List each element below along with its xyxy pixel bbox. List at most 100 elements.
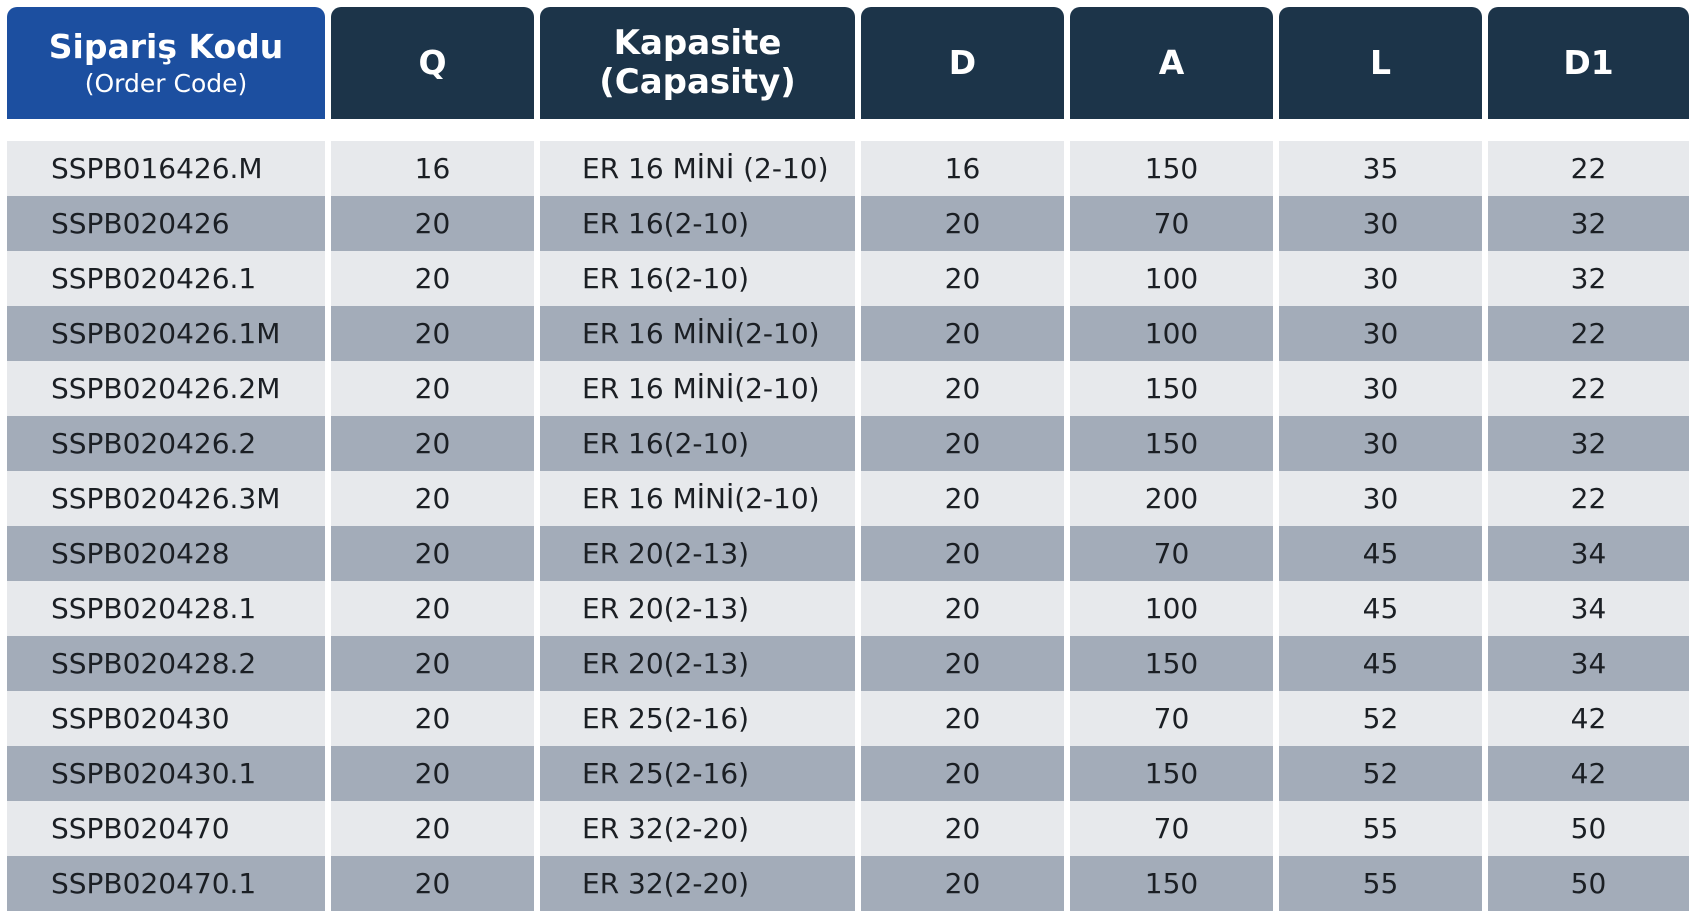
header-q: Q	[331, 7, 534, 119]
cell-d: 20	[861, 746, 1064, 801]
cell-code: SSPB020426.2	[7, 416, 325, 471]
cell-l: 30	[1279, 306, 1482, 361]
cell-a: 150	[1070, 416, 1273, 471]
cell-q: 20	[331, 746, 534, 801]
header-d-label: D	[948, 43, 977, 83]
cell-l: 30	[1279, 416, 1482, 471]
table-row: SSPB020426.2 20 ER 16(2-10) 20 150 30 32	[0, 416, 1695, 471]
cell-d1: 42	[1488, 746, 1689, 801]
cell-code: SSPB016426.M	[7, 141, 325, 196]
cell-d: 20	[861, 801, 1064, 856]
cell-kap: ER 25(2-16)	[540, 691, 855, 746]
cell-a: 70	[1070, 526, 1273, 581]
header-capacity: Kapasite (Capasity)	[540, 7, 855, 119]
table-row: SSPB016426.M 16 ER 16 MİNİ (2-10) 16 150 35 22	[0, 141, 1695, 196]
header-capacity-line2: (Capasity)	[599, 62, 796, 102]
cell-d1: 34	[1488, 636, 1689, 691]
cell-code: SSPB020428.1	[7, 581, 325, 636]
cell-q: 20	[331, 471, 534, 526]
cell-d: 20	[861, 196, 1064, 251]
cell-l: 30	[1279, 471, 1482, 526]
cell-a: 70	[1070, 196, 1273, 251]
cell-a: 150	[1070, 856, 1273, 911]
cell-a: 70	[1070, 801, 1273, 856]
cell-q: 20	[331, 416, 534, 471]
cell-a: 150	[1070, 746, 1273, 801]
cell-kap: ER 32(2-20)	[540, 801, 855, 856]
table-row: SSPB020426.3M 20 ER 16 MİNİ(2-10) 20 200 30 22	[0, 471, 1695, 526]
cell-q: 20	[331, 196, 534, 251]
header-d: D	[861, 7, 1064, 119]
table-row: SSPB020426.1 20 ER 16(2-10) 20 100 30 32	[0, 251, 1695, 306]
cell-d1: 22	[1488, 306, 1689, 361]
header-d1: D1	[1488, 7, 1689, 119]
cell-kap: ER 20(2-13)	[540, 581, 855, 636]
cell-q: 20	[331, 581, 534, 636]
table-row: SSPB020428.1 20 ER 20(2-13) 20 100 45 34	[0, 581, 1695, 636]
table-row: SSPB020426.1M 20 ER 16 MİNİ(2-10) 20 100 30 22	[0, 306, 1695, 361]
cell-l: 52	[1279, 691, 1482, 746]
cell-d1: 34	[1488, 581, 1689, 636]
cell-kap: ER 16 MİNİ(2-10)	[540, 361, 855, 416]
cell-q: 20	[331, 856, 534, 911]
cell-l: 45	[1279, 636, 1482, 691]
cell-l: 30	[1279, 361, 1482, 416]
cell-d1: 50	[1488, 856, 1689, 911]
cell-code: SSPB020426.3M	[7, 471, 325, 526]
header-order-code: Sipariş Kodu (Order Code)	[7, 7, 325, 119]
cell-kap: ER 16 MİNİ (2-10)	[540, 141, 855, 196]
cell-a: 100	[1070, 581, 1273, 636]
cell-q: 20	[331, 636, 534, 691]
cell-l: 55	[1279, 801, 1482, 856]
header-l-label: L	[1369, 43, 1392, 83]
cell-d: 20	[861, 361, 1064, 416]
cell-a: 100	[1070, 306, 1273, 361]
header-a: A	[1070, 7, 1273, 119]
cell-l: 55	[1279, 856, 1482, 911]
cell-d: 20	[861, 526, 1064, 581]
cell-a: 100	[1070, 251, 1273, 306]
cell-d: 20	[861, 636, 1064, 691]
table-row: SSPB020470.1 20 ER 32(2-20) 20 150 55 50	[0, 856, 1695, 911]
cell-d1: 32	[1488, 251, 1689, 306]
cell-d: 20	[861, 691, 1064, 746]
cell-q: 20	[331, 251, 534, 306]
cell-l: 30	[1279, 251, 1482, 306]
cell-code: SSPB020470	[7, 801, 325, 856]
cell-kap: ER 25(2-16)	[540, 746, 855, 801]
cell-a: 150	[1070, 361, 1273, 416]
cell-d1: 50	[1488, 801, 1689, 856]
header-order-code-title: Sipariş Kodu	[48, 26, 284, 66]
cell-d: 20	[861, 416, 1064, 471]
cell-kap: ER 16 MİNİ(2-10)	[540, 306, 855, 361]
cell-d: 16	[861, 141, 1064, 196]
table-row: SSPB020470 20 ER 32(2-20) 20 70 55 50	[0, 801, 1695, 856]
cell-d1: 22	[1488, 471, 1689, 526]
cell-l: 30	[1279, 196, 1482, 251]
cell-code: SSPB020428.2	[7, 636, 325, 691]
table-row: SSPB020428.2 20 ER 20(2-13) 20 150 45 34	[0, 636, 1695, 691]
cell-q: 20	[331, 361, 534, 416]
cell-code: SSPB020426.2M	[7, 361, 325, 416]
header-l: L	[1279, 7, 1482, 119]
cell-a: 150	[1070, 141, 1273, 196]
cell-kap: ER 16(2-10)	[540, 416, 855, 471]
cell-kap: ER 20(2-13)	[540, 636, 855, 691]
header-capacity-line1: Kapasite	[613, 22, 782, 63]
cell-d1: 22	[1488, 141, 1689, 196]
cell-code: SSPB020426	[7, 196, 325, 251]
cell-d: 20	[861, 471, 1064, 526]
header-q-label: Q	[418, 43, 447, 83]
cell-q: 20	[331, 691, 534, 746]
cell-q: 16	[331, 141, 534, 196]
cell-code: SSPB020470.1	[7, 856, 325, 911]
cell-code: SSPB020426.1M	[7, 306, 325, 361]
table-header: Sipariş Kodu (Order Code) Q Kapasite (Ca…	[0, 7, 1695, 119]
cell-l: 45	[1279, 526, 1482, 581]
cell-q: 20	[331, 801, 534, 856]
cell-d: 20	[861, 306, 1064, 361]
cell-kap: ER 16 MİNİ(2-10)	[540, 471, 855, 526]
table-row: SSPB020430.1 20 ER 25(2-16) 20 150 52 42	[0, 746, 1695, 801]
table-row: SSPB020428 20 ER 20(2-13) 20 70 45 34	[0, 526, 1695, 581]
